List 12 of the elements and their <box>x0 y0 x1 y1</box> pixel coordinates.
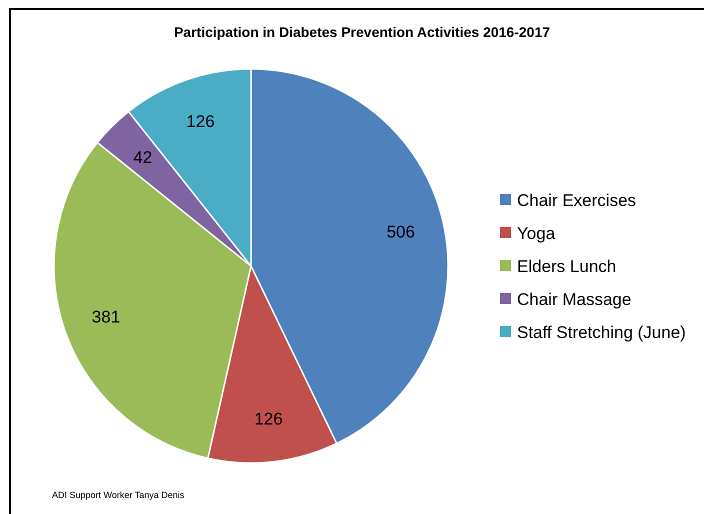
chart-title: Participation in Diabetes Prevention Activities 2016-2017 <box>174 24 550 40</box>
legend-label: Elders Lunch <box>517 256 616 276</box>
legend-label: Chair Massage <box>517 290 632 309</box>
text: ADI Support Worker Tanya Denis <box>52 490 185 500</box>
legend-label: Chair Exercises <box>517 190 636 210</box>
data-label: 506 <box>386 222 415 242</box>
data-label: 381 <box>92 308 120 327</box>
legend-label: Staff Stretching (June) <box>517 322 686 342</box>
data-label: 42 <box>133 148 152 167</box>
data-label: 126 <box>254 410 283 429</box>
legend-label: Yoga <box>517 224 556 243</box>
data-label: 126 <box>186 112 215 131</box>
